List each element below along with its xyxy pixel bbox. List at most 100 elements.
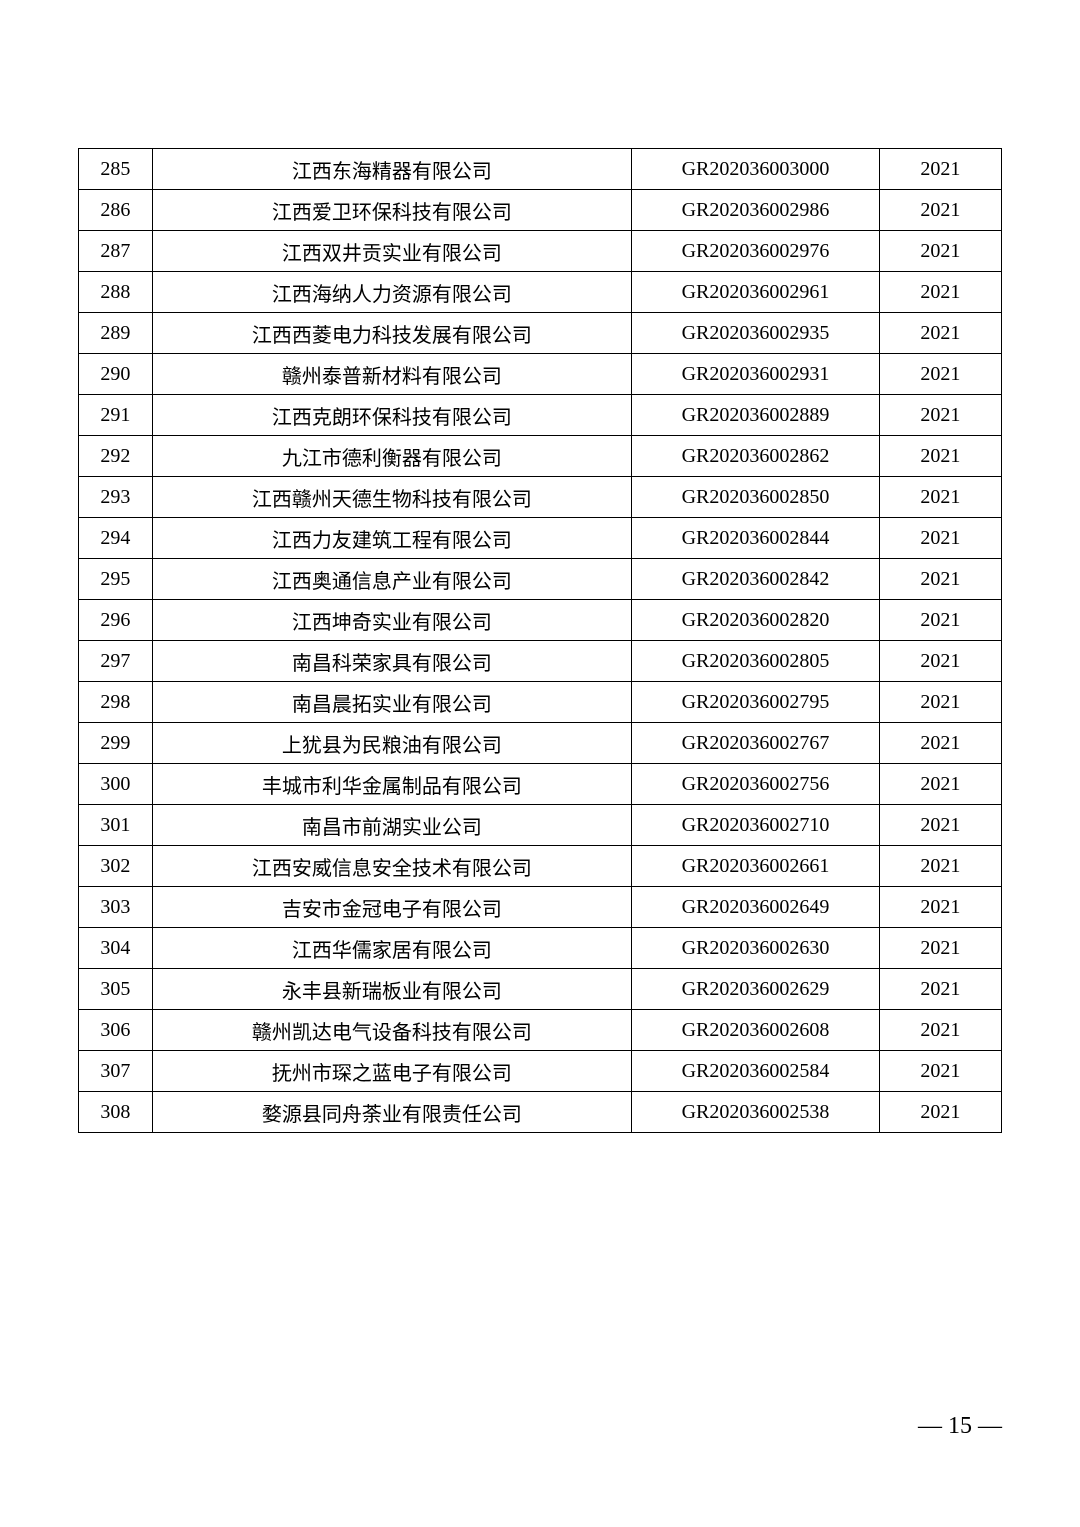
cell-company: 赣州泰普新材料有限公司 [152,354,631,395]
table-row: 297南昌科荣家具有限公司GR2020360028052021 [79,641,1002,682]
cell-index: 308 [79,1092,153,1133]
cell-company: 江西赣州天德生物科技有限公司 [152,477,631,518]
cell-year: 2021 [879,887,1001,928]
cell-year: 2021 [879,354,1001,395]
table-row: 290赣州泰普新材料有限公司GR2020360029312021 [79,354,1002,395]
cell-code: GR202036002820 [632,600,880,641]
cell-year: 2021 [879,1051,1001,1092]
cell-year: 2021 [879,518,1001,559]
table-row: 293江西赣州天德生物科技有限公司GR2020360028502021 [79,477,1002,518]
cell-code: GR202036002986 [632,190,880,231]
cell-company: 九江市德利衡器有限公司 [152,436,631,477]
cell-index: 301 [79,805,153,846]
cell-year: 2021 [879,1092,1001,1133]
cell-code: GR202036002842 [632,559,880,600]
cell-index: 299 [79,723,153,764]
cell-year: 2021 [879,559,1001,600]
cell-company: 江西奥通信息产业有限公司 [152,559,631,600]
table-row: 304江西华儒家居有限公司GR2020360026302021 [79,928,1002,969]
cell-index: 296 [79,600,153,641]
cell-code: GR202036002649 [632,887,880,928]
cell-index: 307 [79,1051,153,1092]
cell-company: 赣州凯达电气设备科技有限公司 [152,1010,631,1051]
cell-index: 293 [79,477,153,518]
cell-company: 江西力友建筑工程有限公司 [152,518,631,559]
cell-code: GR202036002961 [632,272,880,313]
cell-index: 294 [79,518,153,559]
cell-company: 江西西菱电力科技发展有限公司 [152,313,631,354]
cell-code: GR202036002976 [632,231,880,272]
cell-index: 298 [79,682,153,723]
table-row: 288江西海纳人力资源有限公司GR2020360029612021 [79,272,1002,313]
cell-code: GR202036002844 [632,518,880,559]
cell-index: 291 [79,395,153,436]
table-row: 299上犹县为民粮油有限公司GR2020360027672021 [79,723,1002,764]
cell-index: 289 [79,313,153,354]
cell-company: 江西双井贡实业有限公司 [152,231,631,272]
cell-code: GR202036002584 [632,1051,880,1092]
cell-year: 2021 [879,272,1001,313]
cell-code: GR202036002850 [632,477,880,518]
cell-index: 288 [79,272,153,313]
cell-code: GR202036002935 [632,313,880,354]
cell-index: 287 [79,231,153,272]
table-row: 302江西安威信息安全技术有限公司GR2020360026612021 [79,846,1002,887]
page-container: 285江西东海精器有限公司GR2020360030002021286江西爱卫环保… [0,0,1080,1133]
cell-code: GR202036002608 [632,1010,880,1051]
table-row: 300丰城市利华金属制品有限公司GR2020360027562021 [79,764,1002,805]
cell-company: 江西坤奇实业有限公司 [152,600,631,641]
cell-index: 286 [79,190,153,231]
cell-year: 2021 [879,600,1001,641]
cell-company: 南昌科荣家具有限公司 [152,641,631,682]
cell-year: 2021 [879,231,1001,272]
table-row: 298南昌晨拓实业有限公司GR2020360027952021 [79,682,1002,723]
cell-year: 2021 [879,723,1001,764]
table-row: 286江西爱卫环保科技有限公司GR2020360029862021 [79,190,1002,231]
cell-code: GR202036002862 [632,436,880,477]
table-row: 295江西奥通信息产业有限公司GR2020360028422021 [79,559,1002,600]
cell-year: 2021 [879,149,1001,190]
table-row: 301南昌市前湖实业公司GR2020360027102021 [79,805,1002,846]
company-table: 285江西东海精器有限公司GR2020360030002021286江西爱卫环保… [78,148,1002,1133]
table-row: 289江西西菱电力科技发展有限公司GR2020360029352021 [79,313,1002,354]
cell-index: 305 [79,969,153,1010]
cell-company: 江西华儒家居有限公司 [152,928,631,969]
page-number: — 15 — [918,1413,1002,1440]
table-body: 285江西东海精器有限公司GR2020360030002021286江西爱卫环保… [79,149,1002,1133]
cell-code: GR202036002630 [632,928,880,969]
cell-index: 303 [79,887,153,928]
table-row: 306赣州凯达电气设备科技有限公司GR2020360026082021 [79,1010,1002,1051]
cell-company: 南昌市前湖实业公司 [152,805,631,846]
cell-company: 江西安威信息安全技术有限公司 [152,846,631,887]
cell-year: 2021 [879,313,1001,354]
cell-code: GR202036002629 [632,969,880,1010]
cell-company: 江西海纳人力资源有限公司 [152,272,631,313]
table-row: 291江西克朗环保科技有限公司GR2020360028892021 [79,395,1002,436]
cell-company: 婺源县同舟荼业有限责任公司 [152,1092,631,1133]
cell-code: GR202036002931 [632,354,880,395]
cell-code: GR202036002661 [632,846,880,887]
cell-year: 2021 [879,682,1001,723]
cell-code: GR202036002767 [632,723,880,764]
cell-index: 285 [79,149,153,190]
cell-year: 2021 [879,1010,1001,1051]
table-row: 303吉安市金冠电子有限公司GR2020360026492021 [79,887,1002,928]
cell-company: 江西克朗环保科技有限公司 [152,395,631,436]
cell-code: GR202036002805 [632,641,880,682]
cell-company: 上犹县为民粮油有限公司 [152,723,631,764]
table-row: 296江西坤奇实业有限公司GR2020360028202021 [79,600,1002,641]
cell-code: GR202036002889 [632,395,880,436]
table-row: 294江西力友建筑工程有限公司GR2020360028442021 [79,518,1002,559]
cell-index: 295 [79,559,153,600]
cell-year: 2021 [879,436,1001,477]
cell-company: 吉安市金冠电子有限公司 [152,887,631,928]
cell-code: GR202036003000 [632,149,880,190]
cell-year: 2021 [879,190,1001,231]
table-row: 285江西东海精器有限公司GR2020360030002021 [79,149,1002,190]
cell-index: 290 [79,354,153,395]
cell-company: 江西东海精器有限公司 [152,149,631,190]
cell-year: 2021 [879,928,1001,969]
cell-index: 306 [79,1010,153,1051]
table-row: 307抚州市琛之蓝电子有限公司GR2020360025842021 [79,1051,1002,1092]
cell-year: 2021 [879,477,1001,518]
